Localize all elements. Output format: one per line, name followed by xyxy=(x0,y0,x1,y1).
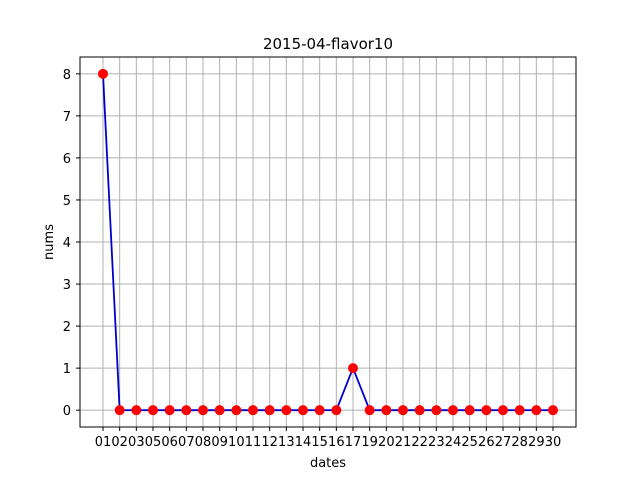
x-tick-label: 16 xyxy=(328,435,345,450)
x-tick-label: 15 xyxy=(311,435,328,450)
x-tick-label: 05 xyxy=(145,435,162,450)
data-point xyxy=(248,405,258,416)
x-tick-label: 30 xyxy=(545,435,562,450)
data-point xyxy=(164,405,175,416)
x-tick-label: 14 xyxy=(295,435,312,450)
data-point xyxy=(114,405,125,416)
y-tick-label: 8 xyxy=(63,68,71,83)
x-tick-label: 11 xyxy=(245,435,262,450)
x-tick-label: 23 xyxy=(428,435,445,450)
axes: 01 02 03 05 06 07 08 09 10 11 12 13 14 15 16 17 19 20 21 22… xyxy=(63,68,562,450)
x-tick-label: 26 xyxy=(478,435,495,450)
data-point xyxy=(148,405,158,416)
x-axis-label: dates xyxy=(310,456,346,471)
x-tick-label: 01 xyxy=(95,435,112,450)
grid xyxy=(80,57,576,427)
y-tick-label: 0 xyxy=(63,404,71,419)
data-point xyxy=(214,405,225,416)
x-tick-label: 07 xyxy=(178,435,195,450)
data-point xyxy=(231,405,242,416)
y-tick-label: 2 xyxy=(63,320,71,335)
x-tick-label: 02 xyxy=(111,435,128,450)
x-tick-label: 19 xyxy=(361,435,378,450)
x-tick-label: 17 xyxy=(345,435,362,450)
x-tick-label: 09 xyxy=(211,435,228,450)
x-tick-label: 08 xyxy=(195,435,212,450)
data-point xyxy=(264,405,275,416)
y-tick-label: 7 xyxy=(63,110,71,125)
data-point xyxy=(464,405,475,416)
y-tick-label: 5 xyxy=(63,194,71,209)
data-point xyxy=(514,405,525,416)
data-point xyxy=(481,405,492,416)
data-point xyxy=(364,405,375,416)
x-tick-label: 28 xyxy=(511,435,528,450)
data-point xyxy=(131,405,142,416)
series-layer xyxy=(98,68,558,416)
x-tick-label: 20 xyxy=(378,435,395,450)
x-tick-label: 29 xyxy=(528,435,545,450)
data-point xyxy=(448,405,458,416)
data-point xyxy=(348,363,358,374)
y-tick-label: 4 xyxy=(63,236,71,251)
data-point xyxy=(331,405,342,416)
x-tick-label: 12 xyxy=(261,435,278,450)
data-point xyxy=(281,405,292,416)
data-point xyxy=(398,405,408,416)
data-point xyxy=(98,68,108,79)
data-point xyxy=(498,405,508,416)
y-tick-label: 1 xyxy=(63,362,71,377)
x-tick-label: 06 xyxy=(161,435,178,450)
x-tick-label: 10 xyxy=(228,435,245,450)
x-tick-label: 25 xyxy=(461,435,478,450)
y-tick-label: 3 xyxy=(63,278,71,293)
y-tick-label: 6 xyxy=(63,152,71,167)
data-point xyxy=(548,405,558,416)
data-point xyxy=(431,405,442,416)
data-point xyxy=(314,405,325,416)
x-tick-label: 22 xyxy=(411,435,428,450)
chart-title: 2015-04-flavor10 xyxy=(263,35,393,53)
x-tick-label: 21 xyxy=(395,435,412,450)
data-point xyxy=(181,405,192,416)
data-point xyxy=(414,405,425,416)
x-tick-label: 13 xyxy=(278,435,295,450)
data-point xyxy=(298,405,308,416)
x-tick-label: 03 xyxy=(128,435,145,450)
x-tick-label: 27 xyxy=(495,435,512,450)
x-tick-label: 24 xyxy=(445,435,462,450)
data-point xyxy=(531,405,542,416)
data-point xyxy=(198,405,208,416)
y-axis-label: nums xyxy=(42,224,57,260)
data-point xyxy=(381,405,392,416)
series-line xyxy=(102,73,553,412)
